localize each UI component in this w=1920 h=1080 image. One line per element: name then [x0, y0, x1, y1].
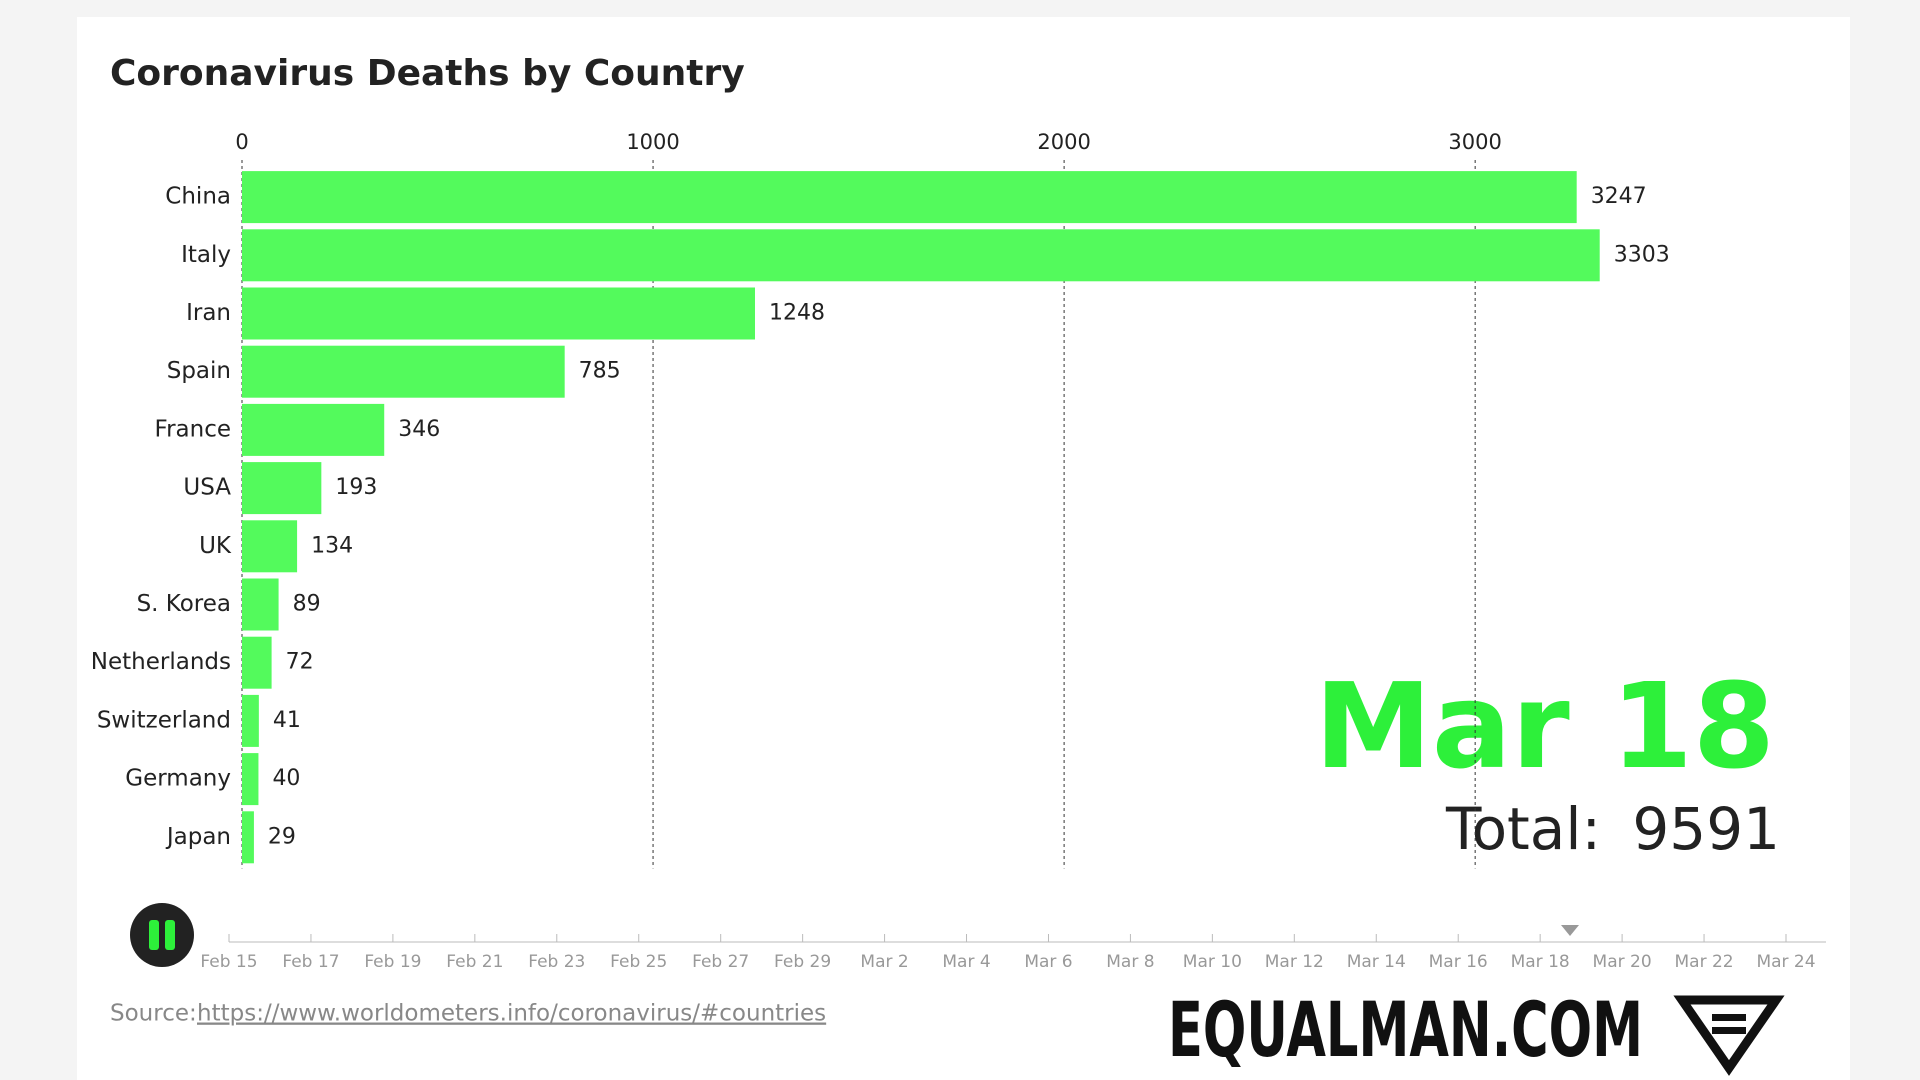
timeline-label: Mar 18: [1511, 952, 1570, 972]
timeline-label: Feb 27: [692, 952, 749, 972]
value-label: 41: [273, 708, 301, 733]
value-label: 3303: [1614, 242, 1670, 267]
timeline-label: Feb 19: [364, 952, 421, 972]
y-tick-label: S. Korea: [137, 591, 231, 617]
bar: [242, 753, 259, 806]
bar: [242, 171, 1577, 224]
value-label: 29: [268, 824, 296, 849]
value-label: 134: [311, 533, 353, 558]
bar: [242, 462, 322, 515]
bar: [242, 811, 254, 864]
timeline-label: Mar 20: [1593, 952, 1652, 972]
timeline-label: Feb 17: [282, 952, 339, 972]
value-label: 785: [579, 359, 621, 384]
x-tick-label: 1000: [626, 130, 679, 154]
y-tick-label: China: [165, 184, 231, 210]
total-label: Total:: [1445, 795, 1601, 863]
brand-logo: [1673, 995, 1785, 1076]
y-tick-label: Germany: [125, 766, 231, 792]
y-tick-label: Iran: [186, 300, 231, 326]
pause-button[interactable]: [130, 903, 194, 967]
timeline-label: Mar 6: [1024, 952, 1072, 972]
y-tick-label: Switzerland: [97, 707, 231, 733]
date-label: Mar 18: [1314, 657, 1775, 795]
bar: [242, 287, 755, 340]
chart-title: Coronavirus Deaths by Country: [110, 53, 745, 94]
y-tick-label: USA: [183, 475, 231, 501]
timeline-label: Feb 21: [446, 952, 503, 972]
value-label: 72: [286, 650, 314, 675]
y-tick-label: Netherlands: [91, 649, 231, 675]
bar: [242, 403, 385, 456]
total-value: 9591: [1632, 795, 1780, 863]
timeline-label: Feb 15: [200, 952, 257, 972]
timeline-label: Mar 16: [1429, 952, 1488, 972]
y-tick-label: Japan: [165, 824, 231, 850]
brand-logo: [1712, 1014, 1746, 1021]
timeline-label: Mar 24: [1756, 952, 1815, 972]
value-label: 193: [335, 475, 377, 500]
source-link[interactable]: https://www.worldometers.info/coronaviru…: [197, 1001, 826, 1027]
y-tick-label: France: [155, 416, 231, 442]
bar: [242, 229, 1600, 282]
value-label: 40: [272, 766, 300, 791]
y-tick-label: UK: [199, 533, 232, 559]
brand: EQUALMAN.COM: [1168, 985, 1643, 1074]
timeline-label: Mar 10: [1183, 952, 1242, 972]
y-tick-label: Italy: [181, 242, 231, 268]
bar: [242, 345, 565, 398]
timeline-label: Mar 2: [860, 952, 908, 972]
bar: [242, 578, 279, 631]
source-label: Source:: [110, 1001, 197, 1027]
timeline-label: Mar 22: [1674, 952, 1733, 972]
pause-icon: [149, 920, 159, 950]
x-tick-label: 3000: [1448, 130, 1501, 154]
timeline-label: Feb 29: [774, 952, 831, 972]
timeline-label: Mar 12: [1265, 952, 1324, 972]
value-label: 89: [293, 592, 321, 617]
x-tick-label: 0: [235, 130, 248, 154]
timeline-label: Mar 4: [942, 952, 990, 972]
bar: [242, 694, 259, 747]
x-tick-label: 2000: [1037, 130, 1090, 154]
timeline-label: Feb 23: [528, 952, 585, 972]
brand-logo: [1712, 1027, 1746, 1034]
bar: [242, 636, 272, 689]
timeline-marker[interactable]: [1561, 925, 1579, 936]
value-label: 346: [398, 417, 440, 442]
timeline-label: Mar 8: [1106, 952, 1154, 972]
timeline-label: Mar 14: [1347, 952, 1406, 972]
value-label: 1248: [769, 301, 825, 326]
timeline-label: Feb 25: [610, 952, 667, 972]
pause-icon: [165, 920, 175, 950]
bar: [242, 520, 298, 573]
y-tick-label: Spain: [167, 358, 231, 384]
value-label: 3247: [1591, 184, 1647, 209]
